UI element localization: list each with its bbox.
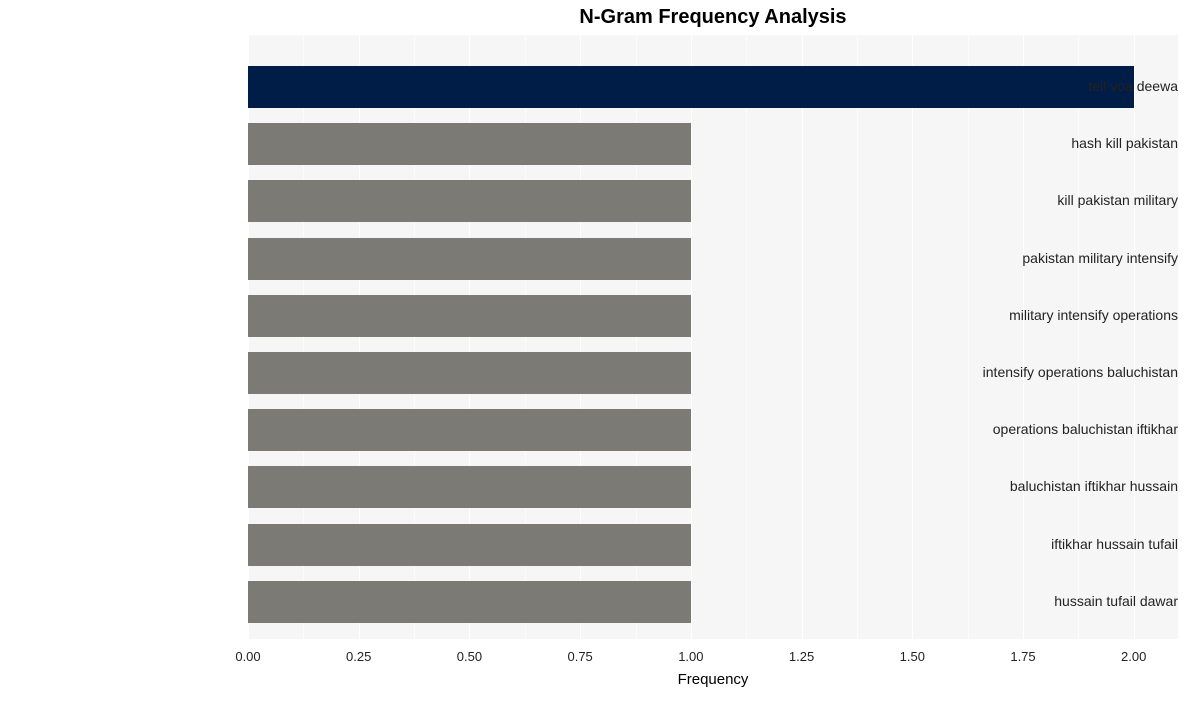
bar <box>248 295 691 337</box>
y-category-label: kill pakistan military <box>938 192 1178 208</box>
x-tick-label: 1.25 <box>789 649 814 664</box>
x-tick-label: 1.75 <box>1010 649 1035 664</box>
x-tick-label: 2.00 <box>1121 649 1146 664</box>
bar <box>248 123 691 165</box>
grid-major <box>691 35 692 639</box>
ngram-frequency-chart: N-Gram Frequency Analysis Frequency 0.00… <box>0 0 1186 701</box>
chart-title: N-Gram Frequency Analysis <box>248 6 1178 29</box>
bar <box>248 466 691 508</box>
y-category-label: pakistan military intensify <box>938 250 1178 266</box>
bar <box>248 238 691 280</box>
bar <box>248 581 691 623</box>
bar <box>248 524 691 566</box>
x-tick-label: 0.50 <box>457 649 482 664</box>
bar <box>248 409 691 451</box>
x-tick-label: 0.75 <box>567 649 592 664</box>
x-tick-label: 0.00 <box>235 649 260 664</box>
y-category-label: intensify operations baluchistan <box>938 364 1178 380</box>
grid-major <box>912 35 913 639</box>
grid-minor <box>857 35 858 639</box>
x-tick-label: 1.00 <box>678 649 703 664</box>
grid-minor <box>746 35 747 639</box>
y-category-label: operations baluchistan iftikhar <box>938 421 1178 437</box>
y-category-label: baluchistan iftikhar hussain <box>938 478 1178 494</box>
y-category-label: hash kill pakistan <box>938 135 1178 151</box>
x-axis-title: Frequency <box>248 671 1178 688</box>
bar <box>248 352 691 394</box>
y-category-label: tell voa deewa <box>938 78 1178 94</box>
x-tick-label: 0.25 <box>346 649 371 664</box>
y-category-label: hussain tufail dawar <box>938 593 1178 609</box>
grid-major <box>802 35 803 639</box>
y-category-label: military intensify operations <box>938 307 1178 323</box>
bar <box>248 180 691 222</box>
y-category-label: iftikhar hussain tufail <box>938 536 1178 552</box>
x-tick-label: 1.50 <box>900 649 925 664</box>
